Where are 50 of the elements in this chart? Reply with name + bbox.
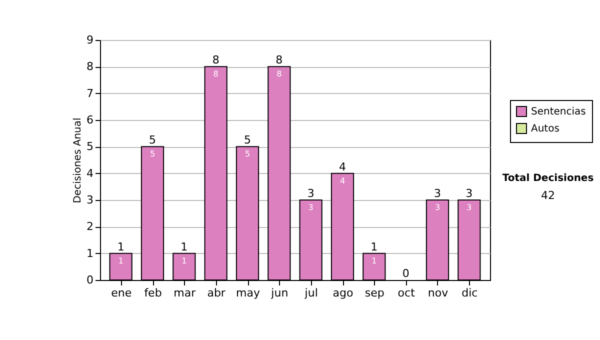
y-tick-label: 4 — [86, 166, 94, 180]
total-label: 1 — [117, 240, 124, 254]
total-label: 3 — [307, 187, 314, 200]
total-label: 1 — [370, 240, 378, 254]
total-label: 5 — [244, 134, 251, 147]
text: 42 — [541, 189, 555, 202]
total-label: 4 — [339, 160, 346, 174]
total-label: 8 — [212, 54, 220, 67]
x-tick-label: feb — [144, 286, 162, 300]
x-tick-label: sep — [364, 286, 384, 300]
total-label: 8 — [276, 54, 283, 67]
total-label: 1 — [180, 240, 188, 254]
data-label: 8 — [276, 70, 282, 79]
data-label: 5 — [150, 150, 156, 159]
x-tick-label: oct — [398, 286, 416, 300]
x-tick-label: mar — [174, 286, 196, 300]
data-label: 3 — [466, 203, 472, 212]
x-tick-label: nov — [428, 286, 449, 300]
data-label: 8 — [213, 70, 218, 79]
legend-label: Autos — [531, 124, 560, 134]
x-tick-label: jun — [270, 286, 288, 300]
y-tick-label: 1 — [86, 246, 94, 260]
data-label: 3 — [434, 203, 440, 212]
x-tick-label: dic — [462, 286, 478, 300]
y-tick-label: 3 — [86, 194, 94, 206]
data-label: 3 — [308, 203, 314, 212]
text: Total Decisiones — [502, 173, 594, 184]
legend-label: Sentencias — [531, 106, 586, 118]
data-label: 1 — [182, 256, 187, 266]
data-label: 5 — [244, 150, 250, 159]
y-tick-label: 7 — [86, 86, 94, 100]
y-tick-label: 9 — [86, 34, 94, 46]
x-tick-label: abr — [207, 286, 226, 300]
y-tick-label: 8 — [86, 60, 94, 74]
data-label: 1 — [118, 256, 124, 266]
total-label: 3 — [434, 187, 441, 200]
data-label: 1 — [372, 256, 377, 266]
total-label: 5 — [149, 134, 156, 147]
x-tick-label: jul — [304, 286, 318, 300]
total-label: 0 — [402, 267, 410, 280]
data-label: 4 — [340, 176, 346, 186]
y-tick-label: 0 — [86, 274, 94, 286]
x-tick-label: may — [236, 286, 260, 300]
x-tick-label: ene — [111, 286, 132, 300]
y-axis-title: Decisiones Anual — [72, 118, 84, 204]
x-tick-label: ago — [332, 286, 354, 300]
total-label: 3 — [466, 187, 473, 200]
y-tick-label: 5 — [86, 140, 94, 154]
y-tick-label: 6 — [86, 114, 94, 126]
y-tick-label: 2 — [86, 220, 94, 234]
